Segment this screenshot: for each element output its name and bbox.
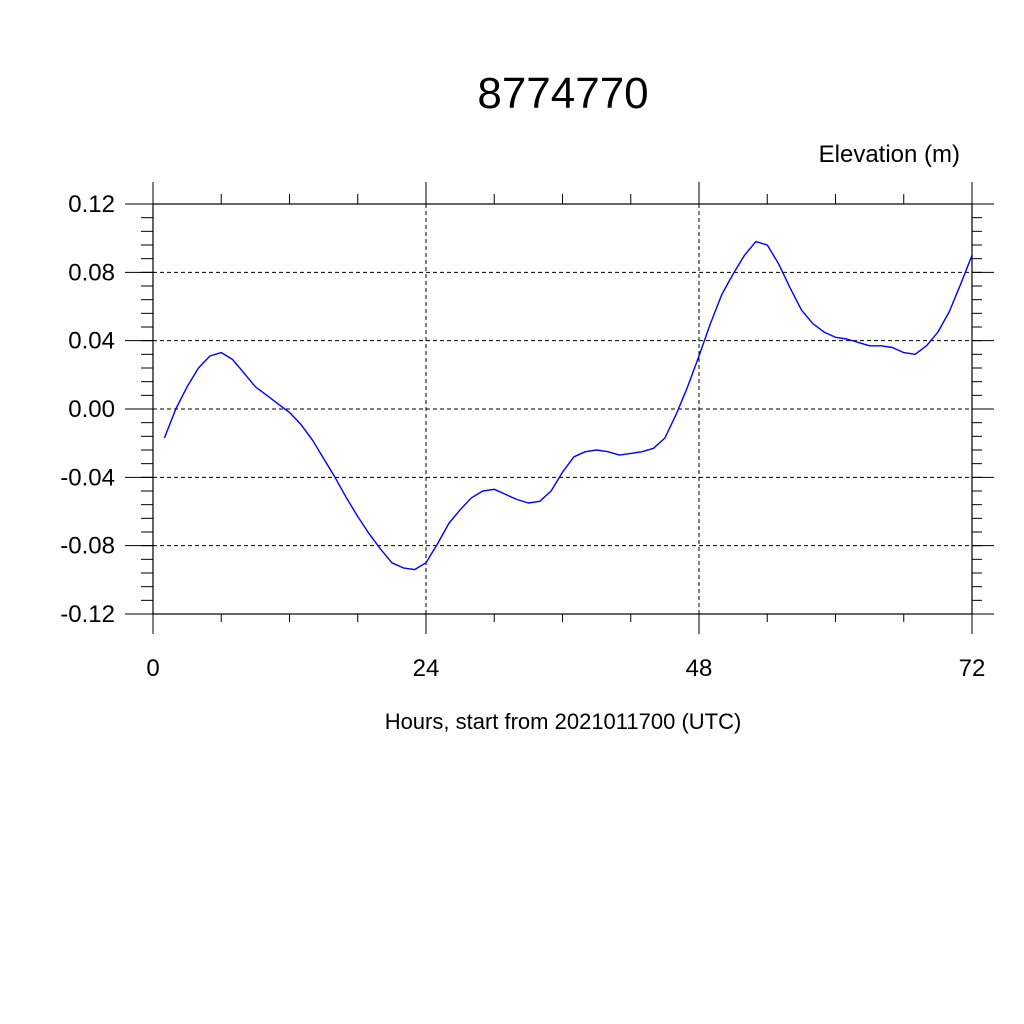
grid xyxy=(152,203,973,615)
y-tick-label: -0.04 xyxy=(60,464,115,491)
x-tick-label: 24 xyxy=(413,655,440,682)
x-tick-label: 72 xyxy=(959,655,986,682)
chart-title: 8774770 xyxy=(477,69,648,118)
plot-frame xyxy=(152,203,973,615)
x-tick-label: 0 xyxy=(146,655,159,682)
x-axis-label: Hours, start from 2021011700 (UTC) xyxy=(385,709,742,734)
y-tick-label: 0.08 xyxy=(68,259,115,286)
y-tick-label: 0.00 xyxy=(68,396,115,423)
x-tick-label: 48 xyxy=(686,655,713,682)
y-tick-label: 0.12 xyxy=(68,191,115,218)
y-tick-label: -0.08 xyxy=(60,533,115,560)
y-tick-label: -0.12 xyxy=(60,601,115,628)
axis-ticks xyxy=(125,182,994,634)
y-axis-label: Elevation (m) xyxy=(819,141,960,168)
series-lines xyxy=(163,240,973,571)
elevation-series-line xyxy=(163,240,973,571)
tick-labels: -0.12 -0.08 -0.04 0.00 0.04 0.08 0.12 0 24 48 72 xyxy=(60,191,985,682)
y-tick-label: 0.04 xyxy=(68,328,115,355)
